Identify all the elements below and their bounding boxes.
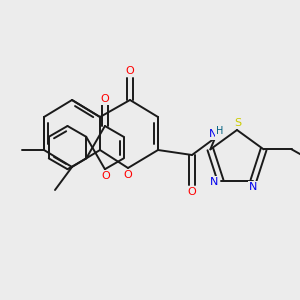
Text: O: O <box>188 187 196 196</box>
Text: O: O <box>100 94 109 104</box>
Text: H: H <box>216 126 223 136</box>
Text: S: S <box>234 118 241 128</box>
Text: O: O <box>101 171 110 181</box>
Text: O: O <box>126 66 134 76</box>
Text: N: N <box>209 129 218 140</box>
Text: N: N <box>249 182 258 192</box>
Text: O: O <box>123 170 132 180</box>
Text: N: N <box>210 177 218 187</box>
